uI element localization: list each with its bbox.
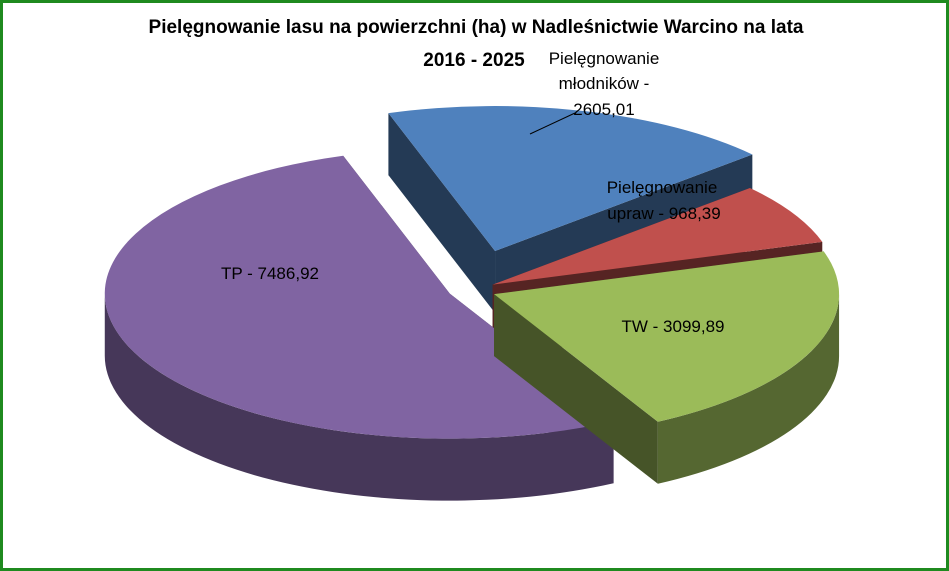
pie-slices bbox=[104, 106, 840, 501]
chart-title-line-2: 2016 - 2025 bbox=[423, 50, 525, 71]
label-uprawy-line-1: Pielęgnowanie bbox=[607, 178, 718, 197]
slice-uprawy-top bbox=[492, 188, 823, 285]
label-mlodniki-line-2: młodników - bbox=[559, 74, 650, 93]
label-mlodniki-line-1: Pielęgnowanie bbox=[549, 49, 660, 68]
label-tw: TW - 3099,89 bbox=[622, 317, 725, 336]
slice-tw-wall-1 bbox=[494, 294, 658, 484]
slice-tp-side-0 bbox=[104, 293, 614, 501]
slice-mlodniki-wall-0 bbox=[388, 113, 496, 314]
slice-tp-top bbox=[104, 155, 614, 439]
slice-tp bbox=[104, 155, 614, 501]
slice-tw bbox=[494, 251, 840, 484]
chart-title-line-1: Pielęgnowanie lasu na powierzchni (ha) w… bbox=[149, 17, 804, 38]
leader-line-mlodniki bbox=[529, 112, 576, 135]
label-uprawy-line-2: upraw - 968,39 bbox=[607, 204, 720, 223]
slice-tw-side-0 bbox=[657, 294, 840, 484]
label-tp: TP - 7486,92 bbox=[221, 264, 319, 283]
slice-tw-top bbox=[494, 251, 840, 422]
slice-mlodniki-top bbox=[388, 106, 753, 252]
label-mlodniki-line-3: 2605,01 bbox=[573, 100, 634, 119]
